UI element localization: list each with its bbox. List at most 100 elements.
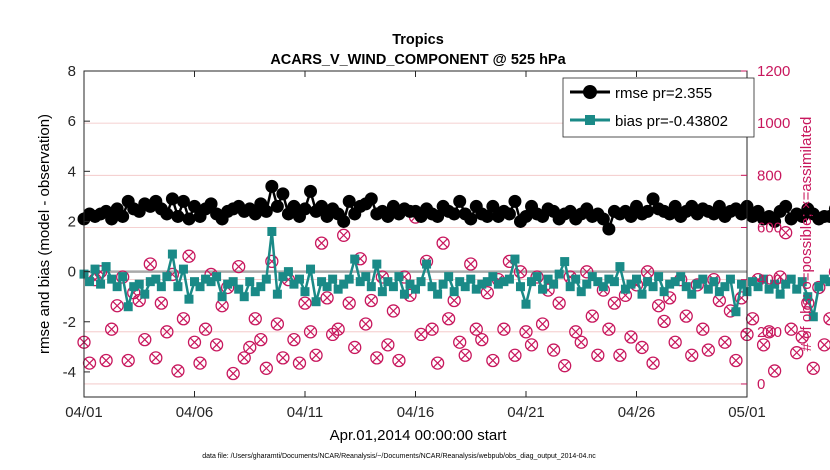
obs-possible-circle [430, 356, 445, 370]
bias-point [460, 282, 470, 292]
obs-count-marker [591, 348, 605, 362]
obs-possible-circle [591, 348, 605, 362]
bias-point [399, 289, 409, 299]
obs-assimilated-cross [604, 324, 614, 334]
bias-point [267, 226, 277, 236]
obs-assimilated-cross [648, 358, 658, 368]
bias-point [687, 289, 697, 299]
bias-point [449, 287, 459, 297]
bias-point [654, 272, 664, 282]
obs-assimilated-cross [637, 342, 647, 353]
obs-possible-circle [806, 361, 820, 375]
obs-count-marker [756, 338, 771, 352]
obs-possible-circle [524, 338, 539, 352]
obs-assimilated-cross [665, 293, 675, 303]
obs-possible-circle [718, 335, 732, 349]
obs-count-marker [508, 348, 522, 362]
obs-count-marker [309, 348, 323, 362]
bias-point [394, 272, 404, 282]
obs-count-marker [143, 257, 157, 271]
obs-count-marker [558, 359, 572, 373]
obs-count-marker [198, 322, 213, 336]
obs-count-marker [718, 335, 732, 349]
obs-assimilated-cross [195, 358, 205, 368]
obs-assimilated-cross [173, 366, 183, 376]
bias-point [372, 259, 382, 269]
obs-assimilated-cross [792, 348, 802, 358]
bias-point [587, 272, 597, 282]
obs-assimilated-cross [278, 353, 288, 363]
bias-point [306, 264, 316, 274]
obs-possible-circle [259, 361, 273, 375]
bias-point [140, 289, 150, 299]
obs-possible-circle [237, 351, 251, 365]
obs-possible-circle [364, 293, 378, 308]
legend-rmse-marker [583, 85, 597, 99]
obs-assimilated-cross [438, 238, 448, 248]
bias-point [825, 277, 830, 287]
obs-possible-circle [580, 265, 594, 279]
obs-count-marker [806, 361, 820, 375]
obs-possible-circle [386, 304, 401, 318]
obs-possible-circle [226, 366, 240, 381]
rmse-point [519, 209, 533, 223]
obs-assimilated-cross [333, 324, 343, 334]
bias-point [145, 277, 155, 287]
legend-bias-label: bias pr=-0.43802 [615, 113, 728, 130]
bias-point [272, 289, 282, 299]
obs-assimilated-cross [526, 340, 537, 350]
y-tick-label: 4 [68, 163, 76, 180]
obs-count-marker [193, 356, 207, 370]
obs-assimilated-cross [344, 298, 354, 308]
obs-count-marker [331, 322, 345, 336]
obs-assimilated-cross [350, 342, 360, 353]
bias-point [709, 277, 719, 287]
obs-possible-circle [414, 327, 428, 342]
obs-assimilated-cross [361, 319, 371, 329]
obs-possible-circle [270, 317, 285, 331]
obs-count-marker [790, 346, 804, 360]
obs-possible-circle [508, 348, 522, 362]
obs-assimilated-cross [571, 327, 581, 337]
obs-possible-circle [193, 356, 207, 370]
obs-possible-circle [292, 356, 307, 370]
bias-point [184, 294, 194, 304]
y-tick-label: 6 [68, 113, 76, 130]
obs-count-marker [696, 322, 710, 336]
obs-possible-circle [469, 322, 483, 336]
bias-point [482, 277, 492, 287]
obs-possible-circle [486, 353, 500, 368]
obs-possible-circle [99, 353, 113, 368]
x-axis-label: Apr.01,2014 00:00:00 start [330, 427, 508, 444]
obs-assimilated-cross [101, 355, 111, 366]
obs-assimilated-cross [720, 337, 730, 347]
obs-count-marker [348, 340, 362, 355]
rmse-series [77, 179, 830, 236]
obs-count-marker [569, 325, 583, 339]
rmse-point [342, 194, 356, 208]
obs-assimilated-cross [145, 259, 155, 269]
obs-possible-circle [298, 296, 312, 310]
obs-possible-circle [558, 359, 572, 373]
obs-count-marker [497, 322, 511, 336]
rmse-point [270, 199, 284, 213]
bias-point [560, 257, 570, 267]
obs-assimilated-cross [786, 324, 796, 334]
obs-assimilated-cross [427, 324, 437, 334]
bias-point [720, 282, 730, 292]
x-tick-label: 04/21 [507, 404, 545, 421]
obs-assimilated-cross [747, 314, 758, 324]
bias-point [90, 264, 100, 274]
bias-point [538, 284, 548, 294]
obs-possible-circle [779, 226, 793, 240]
bias-point [366, 282, 376, 292]
y2-tick-label: 200 [757, 324, 782, 341]
bias-point [731, 307, 741, 317]
obs-count-marker [259, 361, 273, 375]
bias-point [819, 274, 829, 284]
obs-count-marker [337, 228, 351, 242]
rmse-point [508, 194, 522, 208]
obs-possible-circle [276, 351, 290, 365]
bias-point [725, 274, 735, 284]
obs-count-marker [99, 353, 113, 368]
